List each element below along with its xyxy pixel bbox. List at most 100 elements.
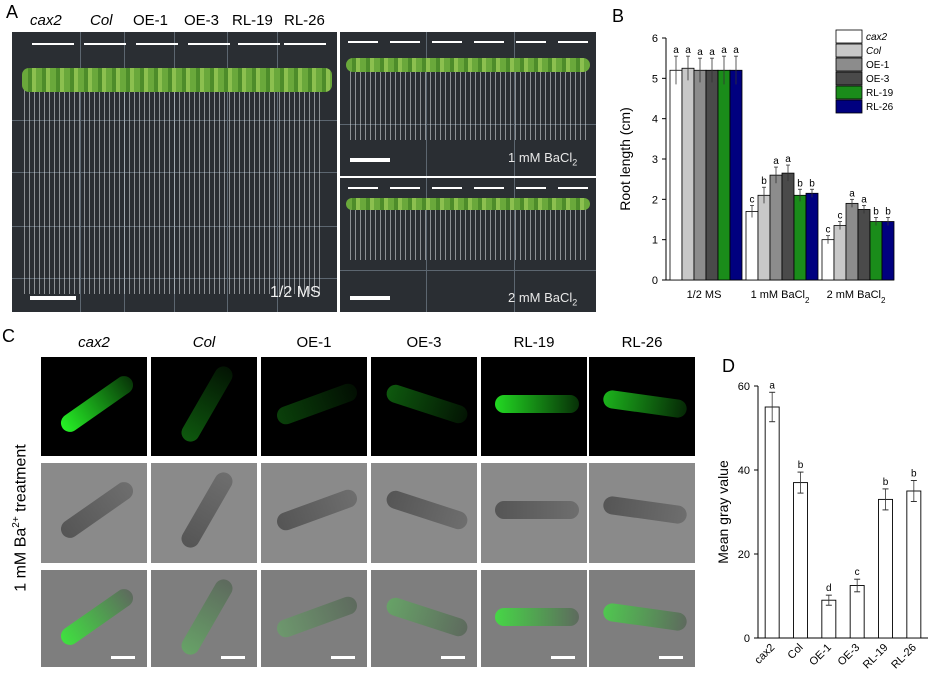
legend-label: RL-19 (866, 88, 894, 99)
significance-letter: d (826, 583, 832, 594)
line-label-col: Col (90, 12, 113, 29)
bar (793, 482, 808, 639)
root-shape (178, 469, 236, 551)
root-shape (602, 495, 688, 525)
significance-letter: c (750, 194, 755, 205)
line-label-oe3: OE-3 (184, 12, 220, 29)
y-axis-label: Root length (cm) (617, 107, 633, 210)
root-shape (384, 382, 470, 426)
bar (833, 225, 847, 281)
row-label-treatment: 1 mM Ba2+ treatment (11, 444, 30, 592)
micrograph-fluorescence-cax2 (41, 357, 147, 456)
significance-letter: a (685, 45, 691, 56)
category-label: 1 mM BaCl2 (751, 289, 810, 305)
significance-letter: b (798, 460, 804, 471)
chart-mean-gray: 0 20 40 60 Mean gray value a cax2 b Col d OE-1 c OE-… (715, 380, 928, 672)
significance-letter: b (885, 206, 891, 217)
bar (857, 209, 871, 281)
root-shape (57, 372, 137, 436)
medium-label-2mm: 2 mM BaCl2 (508, 290, 578, 308)
legend-label: Col (866, 46, 882, 57)
significance-letter: b (911, 469, 917, 480)
scale-bar (659, 656, 683, 659)
plate-1mm-bacl2-photo: 1 mM BaCl2 (340, 32, 596, 176)
category-label: 1/2 MS (687, 289, 722, 301)
micrograph-brightfield-rl-19 (481, 463, 587, 563)
legend-swatch (835, 71, 863, 86)
line-label-rl19: RL-19 (232, 12, 273, 29)
y-tick-label: 4 (652, 114, 658, 126)
col-head-oe1: OE-1 (296, 334, 332, 351)
micrograph-fluorescence-col (151, 357, 257, 456)
root-shape (602, 389, 688, 419)
micrograph-merged-rl-26 (589, 570, 695, 667)
panel-c-letter: C (2, 326, 15, 346)
scale-bar (221, 656, 245, 659)
micrograph-merged-rl-19 (481, 570, 587, 667)
category-label: Col (785, 642, 805, 662)
bar (821, 599, 837, 639)
bar (705, 69, 719, 281)
micrograph-brightfield-rl-26 (589, 463, 695, 563)
panel-b-letter: B (612, 6, 625, 26)
plate-2mm-bacl2-photo: 2 mM BaCl2 (340, 178, 596, 312)
significance-letter: b (797, 178, 803, 189)
category-label: OE-1 (807, 642, 834, 669)
significance-letter: a (709, 47, 715, 58)
root-shape (57, 478, 137, 542)
bar (878, 498, 893, 639)
root-shape (602, 602, 688, 632)
medium-label-1mm: 1 mM BaCl2 (508, 150, 578, 168)
bar (821, 239, 835, 281)
scale-bar (111, 656, 135, 659)
line-label-oe1: OE-1 (133, 12, 169, 29)
bar (745, 211, 759, 281)
root-shape (274, 381, 360, 427)
bar (757, 194, 771, 281)
significance-letter: a (769, 380, 775, 391)
legend-swatch (835, 99, 863, 114)
bar (881, 221, 895, 281)
significance-letter: a (785, 154, 791, 165)
root-shape (274, 594, 360, 640)
y-tick-label: 3 (652, 154, 658, 166)
category-label: 2 mM BaCl2 (827, 289, 886, 305)
bar (869, 221, 883, 281)
legend-swatch (835, 57, 863, 72)
bar (717, 69, 731, 281)
y-tick-label: 2 (652, 194, 658, 206)
bar (693, 69, 707, 281)
significance-letter: b (883, 477, 889, 488)
micrograph-merged-oe-1 (261, 570, 367, 667)
significance-letter: a (849, 188, 855, 199)
line-label-rl26: RL-26 (284, 12, 325, 29)
micrograph-brightfield-col (151, 463, 257, 563)
scale-bar (551, 656, 575, 659)
significance-letter: c (826, 225, 831, 236)
y-tick-label: 60 (738, 381, 750, 393)
col-head-rl26: RL-26 (621, 334, 663, 351)
root-shape (495, 501, 579, 519)
scale-bar (441, 656, 465, 659)
medium-label-half-ms: 1/2 MS (270, 284, 321, 301)
legend-swatch (835, 43, 863, 58)
significance-letter: b (761, 176, 767, 187)
y-tick-label: 6 (652, 33, 658, 45)
significance-letter: c (838, 211, 843, 222)
category-label: RL-19 (861, 642, 891, 672)
root-shape (384, 488, 470, 532)
bar (729, 69, 743, 281)
micrograph-merged-oe-3 (371, 570, 477, 667)
panel-a-letter: A (6, 2, 19, 22)
col-head-col: Col (192, 334, 216, 351)
scale-bar (331, 656, 355, 659)
bar (781, 172, 795, 281)
significance-letter: a (721, 45, 727, 56)
scale-bar-a3 (350, 296, 390, 300)
bar (764, 406, 780, 639)
micrograph-brightfield-oe-1 (261, 463, 367, 563)
micrograph-brightfield-oe-3 (371, 463, 477, 563)
micrograph-fluorescence-rl-19 (481, 357, 587, 456)
category-label: OE-3 (836, 642, 863, 669)
